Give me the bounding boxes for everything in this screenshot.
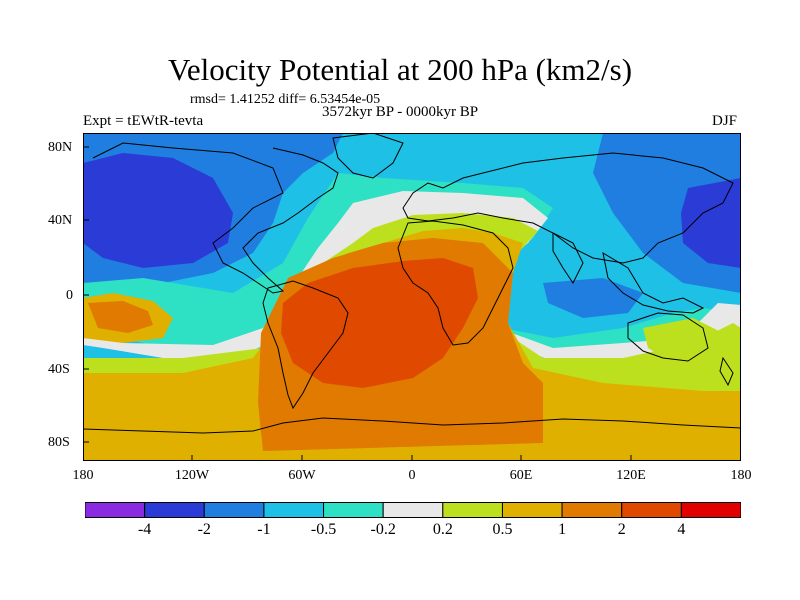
colorbar-swatch (263, 502, 325, 518)
coastlines (83, 133, 741, 434)
colorbar-swatch (323, 502, 384, 518)
coast-europe-asia (402, 152, 734, 264)
colorbar-label: 1 (558, 521, 567, 538)
colorbar-label: 0.5 (492, 521, 513, 538)
colorbar-label: -0.2 (370, 521, 396, 538)
map-title: Velocity Potential at 200 hPa (km2/s) (167, 52, 633, 87)
lat-label-40n: 40N (48, 213, 73, 228)
lat-label-0: 0 (66, 288, 73, 303)
colorbar-label: 4 (677, 521, 686, 538)
period-label: 3572kyr BP - 0000kyr BP (322, 104, 479, 120)
coast-greenland (332, 133, 404, 179)
colorbar-label: 2 (617, 521, 626, 538)
tick-marks (83, 146, 632, 461)
colorbar-swatch (621, 502, 682, 518)
coast-new-zealand (719, 356, 734, 387)
colorbar-swatch (85, 502, 146, 518)
field-deep-blue-east (681, 178, 741, 268)
colorbar-swatch (680, 502, 741, 518)
lat-label-80n: 80N (48, 140, 73, 155)
field-teal-band (83, 173, 741, 373)
season-label: DJF (712, 113, 738, 129)
colorbar-swatch (144, 502, 205, 518)
lon-label-180e: 180 (730, 468, 752, 483)
coast-southeast-asia (602, 251, 705, 314)
lon-label-0: 0 (408, 468, 416, 483)
coast-india (552, 232, 584, 284)
lon-label-180w: 180 (72, 468, 94, 483)
field-deep-blue-pacific (83, 153, 233, 268)
lat-label-40s: 40S (48, 362, 70, 377)
lon-label-60e: 60E (509, 468, 533, 483)
colorbar-swatch (501, 502, 563, 518)
colorbar-swatch (203, 502, 265, 518)
colorbar-swatch (442, 502, 503, 518)
velocity-potential-map (83, 133, 741, 461)
coast-south-america (262, 280, 349, 410)
experiment-label: Expt = tEWtR-tevta (83, 113, 204, 129)
coast-africa (397, 220, 514, 346)
colorbar-label: -0.5 (310, 521, 337, 538)
colorbar-label: 0.2 (432, 521, 453, 538)
coast-antarctica (83, 417, 741, 434)
lon-label-60w: 60W (288, 468, 316, 483)
colorbar-swatch (382, 502, 444, 518)
stats-line: rmsd= 1.41252 diff= 6.53454e-05 (190, 92, 381, 107)
field-red-orange (281, 258, 478, 388)
coast-north-america (92, 142, 339, 294)
colorbar (85, 502, 741, 518)
field-orange-pacific (88, 301, 153, 333)
coast-australia (627, 312, 709, 362)
colorbar-label: -2 (197, 521, 211, 538)
colorbar-swatch (561, 502, 623, 518)
contour-field (83, 133, 741, 461)
lon-label-120w: 120W (174, 468, 210, 483)
colorbar-label: -4 (137, 521, 152, 538)
lon-label-120e: 120E (616, 468, 646, 483)
colorbar-label: -1 (257, 521, 271, 538)
lat-label-80s: 80S (48, 435, 70, 450)
